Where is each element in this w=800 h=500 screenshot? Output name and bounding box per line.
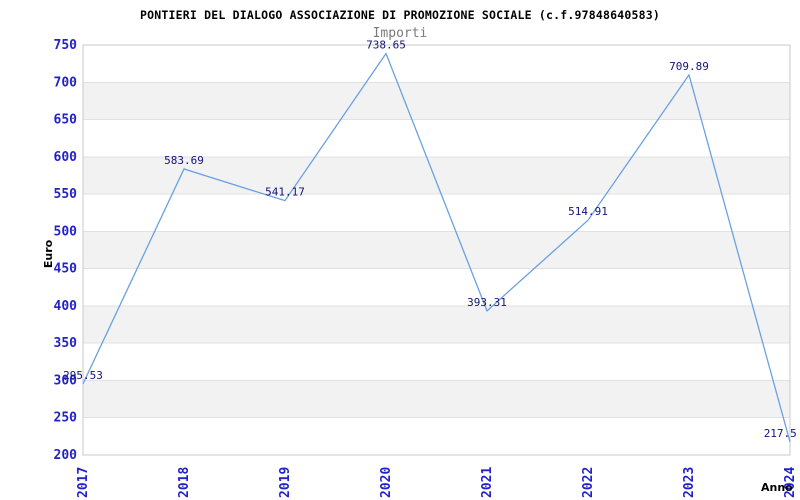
chart-subtitle: Importi [372, 26, 428, 41]
chart-title: PONTIERI DEL DIALOGO ASSOCIAZIONE DI PRO… [139, 8, 661, 22]
data-line [82, 52, 791, 443]
data-point-label: 217.5 [764, 427, 797, 440]
y-tick-label: 750 [54, 38, 78, 53]
plot-band [83, 305, 790, 344]
data-point-label: 541.17 [265, 186, 305, 199]
x-tick-label: 2022 [581, 467, 596, 498]
y-tick-label: 550 [54, 187, 78, 202]
x-tick-label: 2023 [682, 467, 697, 498]
y-tick-label: 250 [54, 411, 78, 426]
plot-band [83, 231, 790, 269]
y-tick-label: 300 [54, 373, 78, 388]
y-tick-label: 700 [54, 75, 78, 90]
plot-band [83, 156, 790, 195]
data-point-label: 709.89 [669, 60, 709, 73]
x-tick-label: 2019 [278, 467, 293, 498]
y-tick-label: 600 [54, 150, 78, 165]
data-point-label: 583.69 [164, 154, 204, 167]
plot-frame [82, 44, 791, 456]
x-tick-label: 2020 [379, 467, 394, 498]
x-axis-title: Anno [761, 481, 793, 494]
x-tick-label: 2017 [76, 467, 91, 498]
y-axis-title: Euro [42, 239, 55, 268]
plot-band [83, 380, 790, 418]
x-tick-label: 2021 [480, 467, 495, 498]
y-tick-label: 200 [54, 448, 78, 463]
y-tick-label: 500 [54, 224, 78, 239]
x-tick-label: 2024 [783, 467, 798, 498]
x-tick-label: 2018 [177, 467, 192, 498]
data-point-label: 514.91 [568, 205, 608, 218]
data-point-label: 738.65 [366, 38, 406, 51]
plot-band [83, 82, 790, 120]
data-point-label: 295.53 [63, 369, 103, 382]
y-tick-label: 400 [54, 299, 78, 314]
y-tick-label: 450 [54, 262, 78, 277]
y-tick-label: 650 [54, 113, 78, 128]
y-tick-label: 350 [54, 336, 78, 351]
data-point-label: 393.31 [467, 296, 507, 309]
